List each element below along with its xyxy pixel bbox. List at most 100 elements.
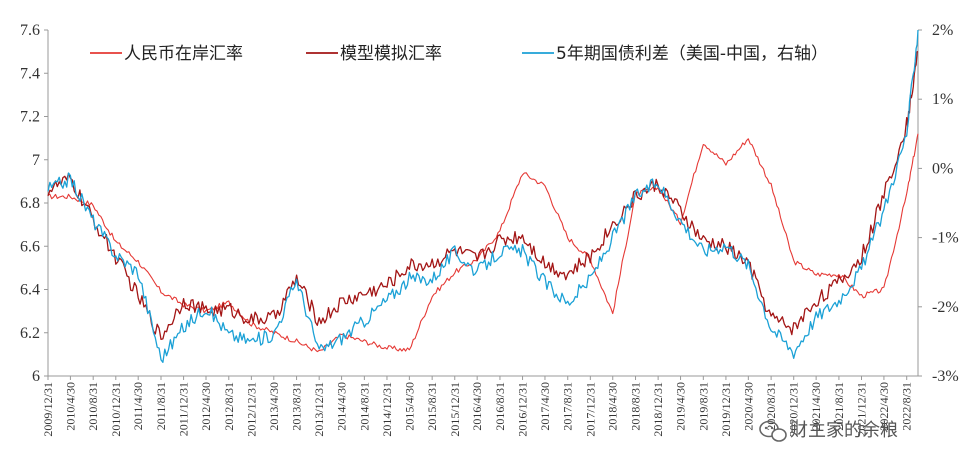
- series-0-point: [612, 313, 613, 314]
- left-axis-tick-label: 6.6: [20, 238, 40, 255]
- series-2-point: [386, 299, 387, 300]
- series-1-point: [183, 300, 184, 301]
- x-axis-tick-label: 2018/12/31: [651, 382, 665, 437]
- series-2-point: [409, 279, 410, 280]
- x-axis-tick-label: 2015/12/31: [448, 382, 462, 437]
- x-axis-tick-label: 2013/12/31: [312, 382, 326, 437]
- series-1-point: [205, 311, 206, 312]
- series-2-point: [228, 334, 229, 335]
- series-2-point: [296, 279, 297, 280]
- series-2-point: [251, 341, 252, 342]
- series-2-point: [138, 272, 139, 273]
- series-0-point: [47, 196, 48, 197]
- x-axis-tick-label: 2016/8/31: [493, 382, 507, 431]
- right-axis-tick-label: -1%: [932, 230, 959, 247]
- series-2-point: [47, 189, 48, 190]
- series-2-point: [499, 251, 500, 252]
- series-1-point: [341, 302, 342, 303]
- series-0-point: [917, 133, 918, 134]
- series-2-point: [703, 251, 704, 252]
- series-1-point: [680, 211, 681, 212]
- series-0-point: [793, 261, 794, 262]
- right-axis-tick-label: 0%: [932, 160, 953, 177]
- series-0-point: [522, 172, 523, 173]
- right-axis-tick-label: -3%: [932, 368, 959, 385]
- series-2-point: [917, 29, 918, 30]
- series-line-1: [47, 50, 919, 341]
- x-axis-tick-label: 2017/4/30: [538, 382, 552, 431]
- series-1-point: [703, 241, 704, 242]
- series-0-point: [160, 291, 161, 292]
- left-axis-tick-label: 7.2: [20, 109, 40, 126]
- x-axis-tick-label: 2009/12/31: [41, 382, 55, 437]
- x-axis-tick-label: 2017/12/31: [583, 382, 597, 437]
- series-1-point: [590, 257, 591, 258]
- series-1-point: [838, 282, 839, 283]
- series-0-point: [432, 295, 433, 296]
- series-2-point: [590, 279, 591, 280]
- series-1-point: [861, 257, 862, 258]
- left-axis-tick-label: 7.6: [20, 22, 40, 39]
- series-0-point: [883, 289, 884, 290]
- x-axis-tick-label: 2014/12/31: [380, 382, 394, 437]
- series-line-0: [47, 133, 919, 353]
- left-axis-tick-label: 7: [32, 152, 40, 169]
- right-axis-tick-label: 1%: [932, 91, 953, 108]
- series-0-point: [725, 164, 726, 165]
- series-1-point: [160, 337, 161, 338]
- series-1-point: [499, 239, 500, 240]
- x-axis-tick-label: 2017/8/31: [561, 382, 575, 431]
- series-1-point: [883, 194, 884, 195]
- series-0-point: [703, 142, 704, 143]
- series-line-2: [47, 29, 919, 363]
- series-2-point: [906, 133, 907, 134]
- series-2-point: [658, 182, 659, 183]
- series-1-point: [906, 125, 907, 126]
- series-1-point: [544, 263, 545, 264]
- left-axis-tick-label: 6.4: [20, 282, 40, 299]
- x-axis-tick-label: 2022/4/30: [877, 382, 891, 431]
- series-2-point: [115, 254, 116, 255]
- x-axis-tick-label: 2010/8/31: [86, 382, 100, 431]
- x-axis-tick-label: 2012/12/31: [244, 382, 258, 437]
- series-1-point: [477, 259, 478, 260]
- series-0-point: [296, 341, 297, 342]
- x-axis-tick-label: 2021/12/31: [855, 382, 869, 437]
- series-2-point: [93, 220, 94, 221]
- series-0-point: [251, 324, 252, 325]
- series-1-point: [386, 285, 387, 286]
- x-axis-tick-label: 2011/12/31: [177, 382, 191, 436]
- series-0-point: [748, 138, 749, 139]
- x-axis-tick-label: 2021/4/30: [809, 382, 823, 431]
- series-0-point: [906, 194, 907, 195]
- series-2-point: [544, 282, 545, 283]
- series-2-point: [341, 337, 342, 338]
- x-axis-tick-label: 2010/12/31: [109, 382, 123, 437]
- x-axis-tick-label: 2013/4/30: [267, 382, 281, 431]
- series-1-point: [409, 265, 410, 266]
- series-2-point: [725, 244, 726, 245]
- series-2-point: [364, 320, 365, 321]
- x-axis-tick-label: 2022/8/31: [900, 382, 914, 431]
- x-axis-tick-label: 2011/4/30: [131, 382, 145, 430]
- x-axis-tick-label: 2010/4/30: [63, 382, 77, 431]
- series-0-point: [341, 334, 342, 335]
- series-2-point: [680, 220, 681, 221]
- left-axis-tick-label: 6.2: [20, 325, 40, 342]
- legend-item-label: 人民币在岸汇率: [124, 44, 243, 64]
- x-axis-tick-label: 2021/8/31: [832, 382, 846, 431]
- series-2-point: [432, 279, 433, 280]
- series-0-point: [364, 341, 365, 342]
- x-axis-tick-label: 2020/8/31: [764, 382, 778, 431]
- series-1-point: [567, 274, 568, 275]
- series-2-point: [612, 237, 613, 238]
- series-0-point: [454, 272, 455, 273]
- series-1-point: [364, 293, 365, 294]
- x-axis-tick-label: 2019/4/30: [674, 382, 688, 431]
- series-0-point: [680, 222, 681, 223]
- series-0-point: [838, 274, 839, 275]
- series-0-point: [567, 237, 568, 238]
- series-2-point: [793, 351, 794, 352]
- series-0-point: [93, 205, 94, 206]
